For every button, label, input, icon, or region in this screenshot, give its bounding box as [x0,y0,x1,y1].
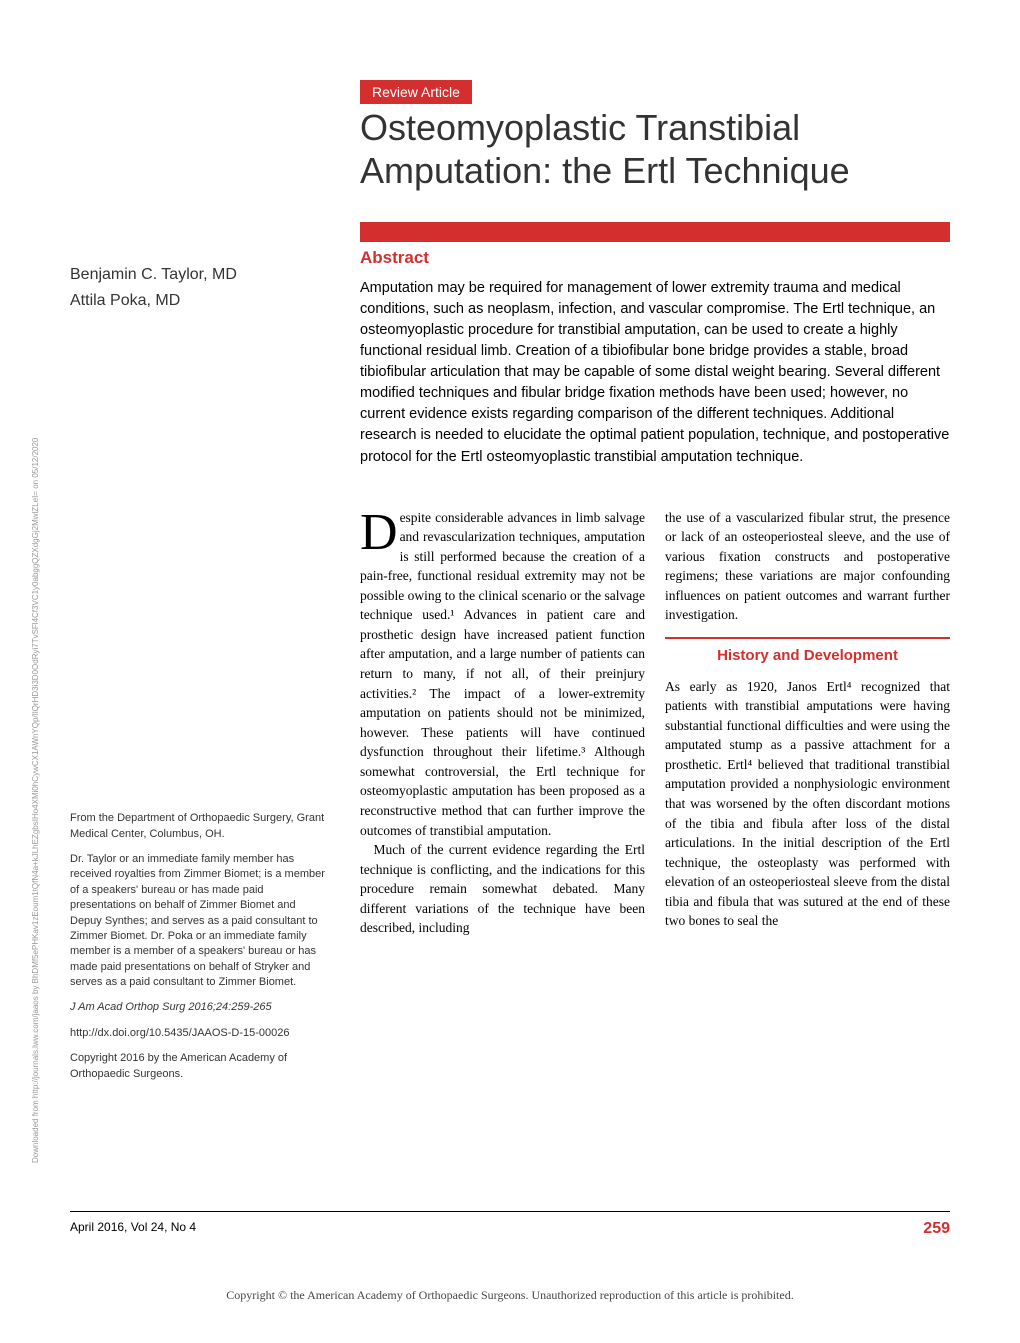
page-number: 259 [923,1220,950,1238]
citation-text: J Am Acad Orthop Surg 2016;24:259-265 [70,1000,330,1015]
abstract-heading: Abstract [360,248,950,268]
body-text: espite considerable advances in limb sal… [360,510,645,838]
doi-text: http://dx.doi.org/10.5435/JAAOS-D-15-000… [70,1026,330,1041]
disclosure-text: Dr. Taylor or an immediate family member… [70,852,330,991]
article-type-label: Review Article [360,80,472,104]
affiliation-text: From the Department of Orthopaedic Surge… [70,811,330,842]
dropcap-letter: D [360,511,398,555]
body-column-left: Despite considerable advances in limb sa… [360,508,645,938]
sidebar-copyright-text: Copyright 2016 by the American Academy o… [70,1051,330,1082]
body-paragraph: Much of the current evidence regarding t… [360,840,645,938]
article-info-sidebar: From the Department of Orthopaedic Surge… [70,811,330,1082]
page-footer: April 2016, Vol 24, No 4 259 [70,1211,950,1238]
abstract-accent-bar [360,222,950,242]
body-column-right: the use of a vascularized fibular strut,… [665,508,950,938]
article-type-badge: Review Article [360,80,950,106]
section-heading: History and Development [665,637,950,667]
download-watermark: Downloaded from http://journals.lww.com/… [31,438,40,1163]
body-paragraph: Despite considerable advances in limb sa… [360,508,645,841]
abstract-body: Amputation may be required for managemen… [360,278,950,467]
body-paragraph: As early as 1920, Janos Ertl⁴ recognized… [665,677,950,931]
author-name: Attila Poka, MD [70,288,330,314]
issue-info: April 2016, Vol 24, No 4 [70,1220,196,1238]
article-title: Osteomyoplastic Transtibial Amputation: … [360,106,950,192]
body-text-columns: Despite considerable advances in limb sa… [360,508,950,938]
author-name: Benjamin C. Taylor, MD [70,262,330,288]
body-paragraph: the use of a vascularized fibular strut,… [665,508,950,625]
copyright-notice: Copyright © the American Academy of Orth… [0,1288,1020,1303]
main-content-column: Review Article Osteomyoplastic Transtibi… [360,80,950,1092]
authors-block: Benjamin C. Taylor, MD Attila Poka, MD [70,262,330,313]
left-sidebar-column: Benjamin C. Taylor, MD Attila Poka, MD F… [70,80,330,1092]
